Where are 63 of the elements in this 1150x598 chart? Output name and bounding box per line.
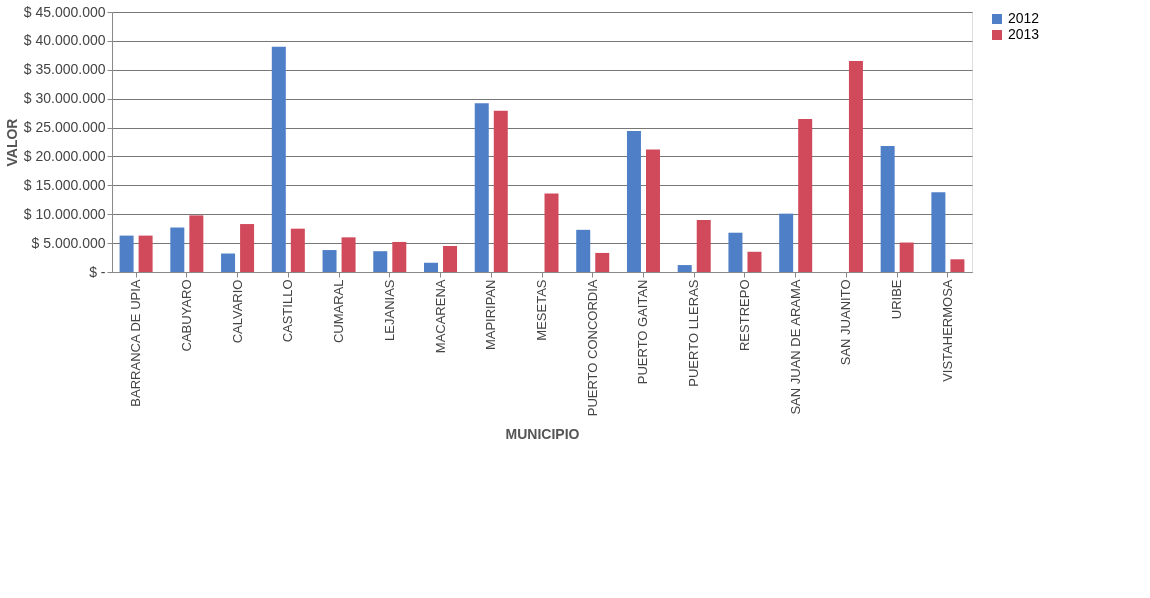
- bar: [322, 250, 337, 272]
- legend-label: 2012: [1008, 10, 1040, 26]
- bar: [392, 241, 407, 272]
- x-tick-label: SAN JUAN DE ARAMA: [787, 279, 803, 415]
- bar: [493, 110, 508, 272]
- bar: [677, 265, 692, 272]
- bar: [779, 213, 794, 272]
- x-tick-label: MAPIRIPAN: [483, 279, 499, 351]
- x-tick-label: VISTAHERMOSA: [939, 279, 955, 382]
- y-tick-label: $ 35.000.000: [23, 61, 106, 78]
- y-tick-label: $ -: [89, 263, 106, 280]
- legend-label: 2013: [1008, 26, 1040, 42]
- bar: [373, 251, 388, 272]
- bar: [544, 193, 559, 272]
- bar: [119, 235, 134, 272]
- bar: [443, 246, 458, 272]
- x-tick-label: PUERTO CONCORDIA: [584, 279, 600, 417]
- y-tick-label: $ 30.000.000: [23, 90, 106, 107]
- bar: [595, 252, 610, 272]
- y-axis-title: VALOR: [3, 118, 20, 167]
- bar: [899, 242, 914, 272]
- y-tick-label: $ 20.000.000: [23, 147, 106, 164]
- bar: [189, 215, 204, 272]
- bar: [221, 253, 236, 272]
- bar: [696, 220, 711, 272]
- x-tick-label: PUERTO GAITAN: [635, 279, 651, 385]
- y-tick-label: $ 25.000.000: [23, 119, 106, 136]
- x-axis-title: MUNICIPIO: [505, 426, 580, 443]
- y-tick-label: $ 40.000.000: [23, 32, 106, 49]
- bar: [240, 224, 255, 272]
- x-tick-label: CALVARIO: [229, 279, 245, 344]
- bar: [138, 235, 153, 272]
- bar: [626, 131, 641, 272]
- x-tick-label: MACARENA: [432, 279, 448, 354]
- bar: [798, 118, 813, 272]
- bar: [645, 149, 660, 272]
- bar: [747, 251, 762, 272]
- bar: [950, 259, 965, 272]
- x-tick-label: CABUYARO: [178, 279, 194, 352]
- x-tick-label: CASTILLO: [280, 279, 296, 343]
- bar: [880, 146, 895, 272]
- bar: [728, 232, 743, 272]
- bar: [848, 61, 863, 272]
- bar: [576, 229, 591, 272]
- bar: [170, 227, 185, 272]
- y-tick-label: $ 45.000.000: [23, 3, 106, 20]
- x-tick-label: CUMARAL: [331, 279, 347, 344]
- x-tick-label: MESETAS: [534, 279, 549, 341]
- x-tick-label: BARRANCA DE UPIA: [128, 279, 144, 407]
- x-tick-label: LEJANIAS: [381, 279, 397, 341]
- y-tick-label: $ 15.000.000: [23, 176, 106, 193]
- bar: [931, 192, 946, 272]
- bar: [474, 103, 489, 272]
- bar: [341, 237, 356, 272]
- x-tick-label: URIBE: [889, 279, 905, 320]
- y-tick-label: $ 5.000.000: [31, 234, 106, 251]
- bar: [271, 46, 286, 272]
- x-tick-label: SAN JUANITO: [838, 279, 854, 366]
- bar: [424, 262, 439, 272]
- x-tick-label: RESTREPO: [736, 279, 752, 352]
- x-tick-label: PUERTO LLERAS: [686, 279, 702, 387]
- y-tick-label: $ 10.000.000: [23, 205, 106, 222]
- bar: [290, 228, 305, 272]
